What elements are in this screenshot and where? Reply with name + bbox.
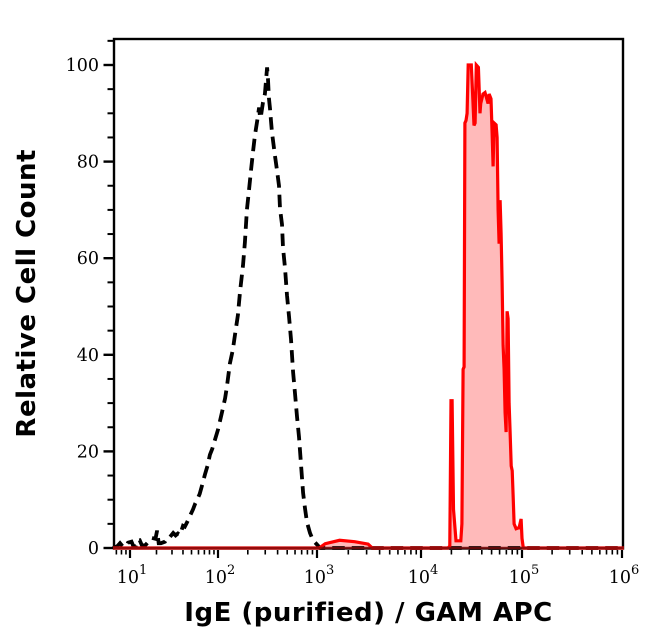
y-tick-label: 80 — [77, 153, 99, 173]
y-tick-label: 0 — [88, 539, 99, 559]
y-tick-label: 60 — [77, 249, 99, 269]
stained-curve — [113, 60, 624, 550]
y-major-ticks — [103, 63, 113, 550]
x-tick-label: 103 — [304, 563, 335, 588]
y-tick-label: 20 — [77, 442, 99, 462]
y-axis-title-wrap: Relative Cell Count — [4, 38, 50, 549]
stained-filled-area — [113, 65, 624, 548]
control-dashed-curve — [112, 67, 624, 550]
x-tick-labels: 101 102 103 104 105 106 — [117, 563, 640, 588]
y-tick-label: 40 — [77, 346, 99, 366]
plot-frame — [112, 37, 625, 550]
y-tick-label: 100 — [66, 56, 99, 76]
x-axis-title: IgE (purified) / GAM APC — [184, 598, 553, 628]
x-tick-label: 102 — [205, 563, 236, 588]
y-minor-ticks — [107, 39, 113, 525]
x-tick-label: 101 — [117, 563, 148, 588]
x-minor-ticks — [115, 550, 619, 555]
x-tick-label: 104 — [408, 563, 439, 588]
y-axis-title: Relative Cell Count — [12, 149, 42, 438]
x-tick-label: 105 — [509, 563, 540, 588]
y-tick-labels: 0 20 40 60 80 100 — [66, 56, 99, 559]
x-major-ticks — [128, 550, 624, 558]
x-tick-label: 106 — [609, 563, 640, 588]
